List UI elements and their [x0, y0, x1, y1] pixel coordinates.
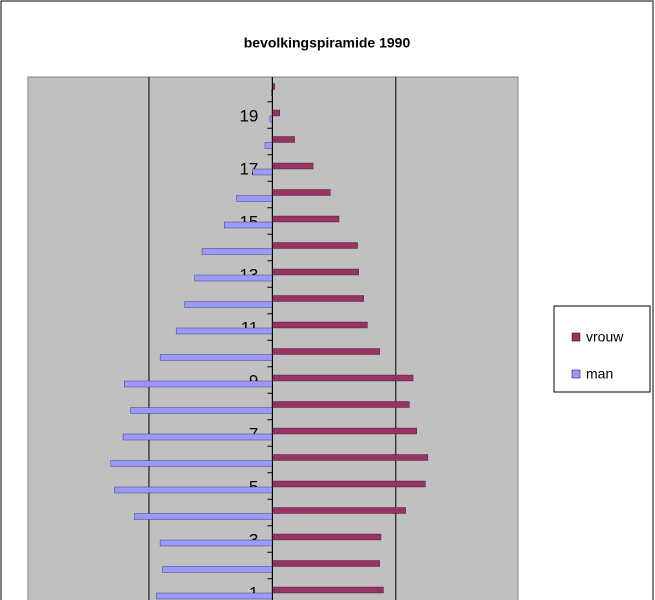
bar — [122, 433, 273, 441]
bar — [272, 586, 384, 594]
bar — [272, 162, 314, 170]
bar — [272, 348, 380, 355]
bar — [272, 507, 406, 514]
bar — [272, 401, 410, 408]
bar — [175, 327, 273, 335]
bar — [272, 189, 331, 196]
bar — [194, 274, 273, 282]
bar — [272, 454, 429, 461]
bar — [130, 407, 273, 414]
legend-label: vrouw — [586, 329, 624, 345]
legend-swatch — [571, 369, 581, 379]
bar — [272, 374, 414, 382]
bar — [272, 136, 295, 143]
bar — [162, 566, 273, 573]
bar — [272, 109, 280, 117]
chart-title: bevolkingspiramide 1990 — [244, 35, 411, 51]
bar — [272, 480, 426, 488]
plot-area — [27, 76, 519, 600]
bar — [110, 460, 273, 467]
bar — [264, 142, 273, 149]
bar — [159, 354, 273, 361]
y-tick-label: 19 — [239, 106, 258, 125]
legend-label: man — [586, 366, 613, 382]
bar — [224, 221, 273, 229]
bar — [133, 513, 273, 520]
bar — [272, 268, 359, 276]
bar — [272, 321, 368, 329]
bar — [272, 242, 358, 249]
bar — [159, 539, 273, 547]
legend — [553, 305, 651, 393]
bar — [272, 427, 417, 435]
bar — [156, 592, 273, 600]
bar — [252, 168, 273, 176]
bar — [124, 380, 273, 388]
y-tick-label: 1 — [249, 583, 258, 600]
bar — [272, 533, 382, 541]
bar — [184, 301, 273, 308]
bar — [201, 248, 273, 255]
bar — [272, 215, 340, 223]
bar — [272, 295, 364, 302]
bar — [236, 195, 273, 202]
legend-swatch — [571, 332, 581, 342]
bar — [114, 486, 273, 494]
bar — [272, 560, 380, 567]
